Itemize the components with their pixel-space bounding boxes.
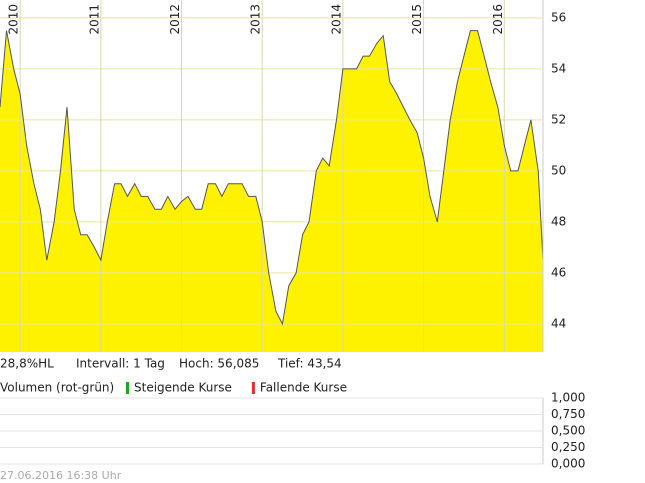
y-tick-label: 1,000 [551,391,585,405]
y-tick-label: 56 [551,10,566,24]
y-tick-label: 0,000 [551,457,585,471]
x-tick-label: 2010 [7,4,21,35]
annotation: Intervall: 1 Tag [76,357,165,371]
y-tick-label: 0,250 [551,440,585,454]
legend-swatch [126,382,129,394]
x-tick-label: 2014 [329,4,343,35]
y-tick-label: 0,750 [551,407,585,421]
y-tick-label: 54 [551,61,566,75]
x-tick-label: 2011 [87,4,101,35]
y-tick-label: 50 [551,163,566,177]
legend-label: Steigende Kurse [134,381,232,395]
chart-title: Volumen (rot-grün) [0,381,114,395]
annotation: 28,8%HL [0,357,54,371]
area-fill [0,30,543,352]
timestamp: 27.06.2016 16:38 Uhr [0,469,122,482]
annotation: Hoch: 56,085 [179,357,259,371]
y-tick-label: 0,500 [551,424,585,438]
annotation: Tief: 43,54 [277,357,342,371]
y-tick-label: 46 [551,265,566,279]
x-tick-label: 2012 [168,4,182,35]
price-line [0,30,544,326]
legend-label: Fallende Kurse [260,381,347,395]
x-tick-label: 2015 [410,4,424,35]
x-tick-label: 2016 [491,4,505,35]
y-tick-label: 48 [551,214,566,228]
y-tick-label: 52 [551,112,566,126]
x-tick-label: 2013 [249,4,263,35]
y-tick-label: 44 [551,316,566,330]
legend-swatch [251,382,255,394]
